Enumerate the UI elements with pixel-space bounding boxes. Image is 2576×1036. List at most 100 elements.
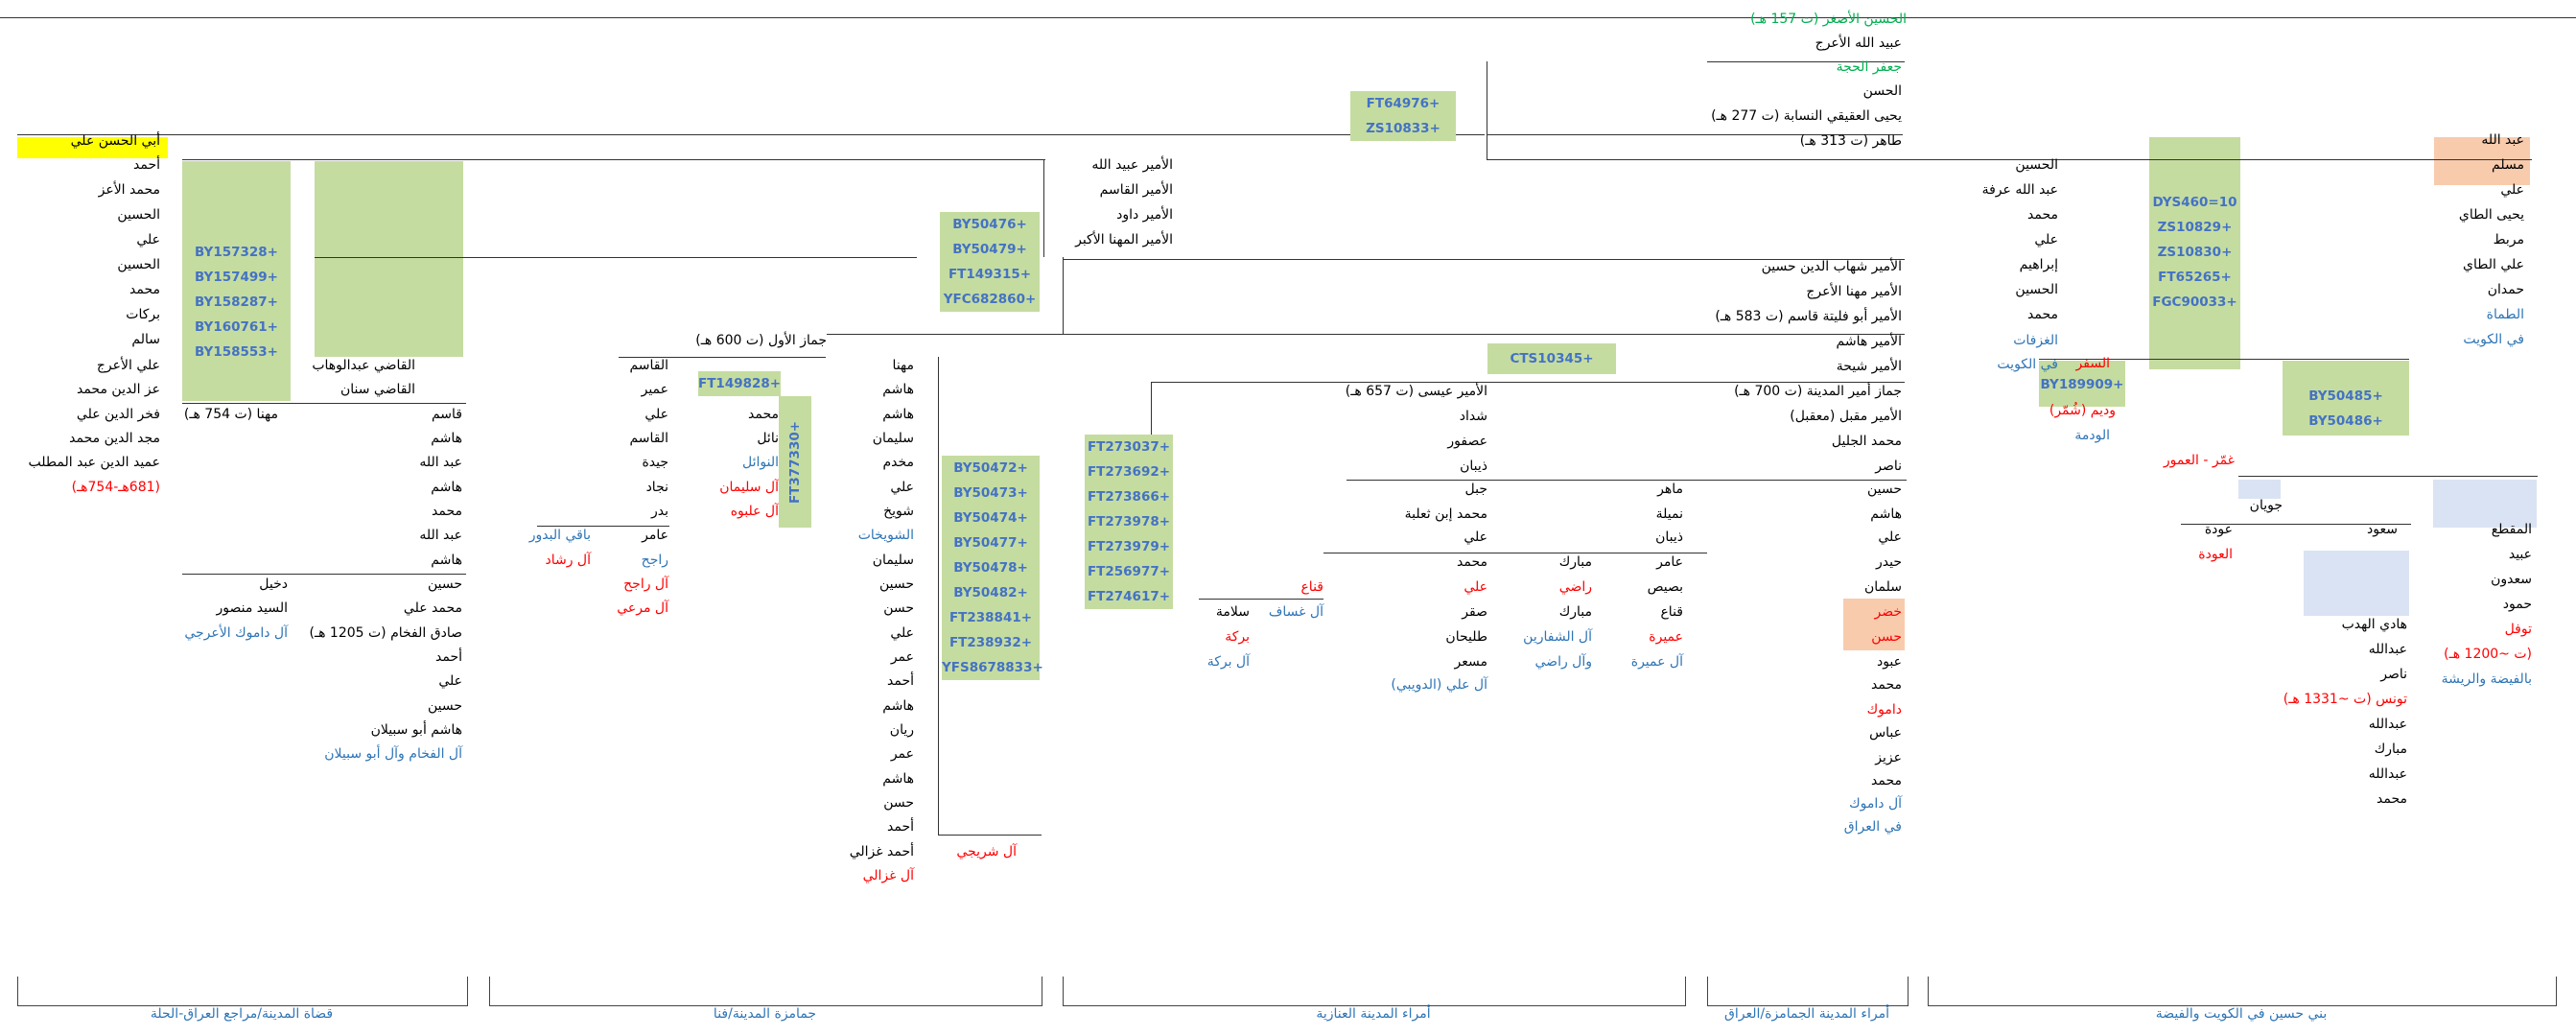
- haplogroup-marker: BY158287+: [195, 294, 278, 310]
- section-label: أمراء المدينة العنازية: [1316, 1006, 1431, 1022]
- section-label: قضاة المدينة/مراجع العراق-الحلة: [150, 1006, 334, 1022]
- haplogroup-marker: BY160761+: [195, 319, 278, 335]
- person-label: قناع: [1300, 579, 1323, 595]
- person-label: هاشم: [1870, 506, 1902, 522]
- section-bracket: [17, 977, 468, 1006]
- person-label: حسن: [1871, 629, 1902, 645]
- person-label: شويخ: [883, 504, 914, 519]
- person-label: النوائل: [741, 455, 779, 470]
- person-label: مخدم: [882, 455, 914, 470]
- person-label: عبد الله عرفة: [1981, 182, 2058, 198]
- line: [2181, 524, 2411, 525]
- person-label: جيدة: [642, 455, 668, 470]
- person-label: هاشم أبو سبيلان: [370, 722, 462, 738]
- line: [17, 134, 1485, 135]
- line: [1199, 599, 1323, 600]
- person-label: محمد: [2027, 307, 2058, 322]
- person-label: سعود: [2367, 522, 2398, 537]
- haplogroup-marker-box: FT274617+: [1085, 584, 1173, 609]
- person-label: عبد الله: [419, 455, 462, 470]
- person-label: علي: [136, 232, 160, 247]
- section-bracket: [489, 977, 1042, 1006]
- haplogroup-marker-box: FT64976+: [1350, 91, 1456, 116]
- haplogroup-marker-box: FT65265+: [2149, 265, 2240, 290]
- orange-highlight-khidr: [1843, 599, 1905, 650]
- person-label: قناع: [1660, 604, 1683, 620]
- person-label: محمد: [2027, 207, 2058, 223]
- haplogroup-marker-box: FGC90033+: [2149, 290, 2240, 315]
- person-label: حسين: [878, 577, 914, 592]
- haplogroup-marker-box: YFC682860+: [940, 287, 1040, 312]
- haplogroup-marker-box: FT149315+: [940, 262, 1040, 287]
- person-label: عميرة: [1649, 629, 1683, 645]
- section-bracket: [1707, 977, 1909, 1006]
- haplogroup-marker-box: ZS10833+: [1350, 116, 1456, 141]
- haplogroup-marker-box: BY157499+: [182, 265, 291, 290]
- person-label: غمّر - العمور: [2163, 453, 2235, 468]
- person-label: شداد: [1459, 409, 1487, 424]
- person-label: محمد: [432, 504, 462, 519]
- person-label: سليمان: [872, 431, 914, 446]
- person-label: علي: [1464, 530, 1487, 545]
- person-label: آل عميرة: [1630, 654, 1683, 670]
- person-label: آل غزالي: [862, 868, 914, 883]
- yellow-highlight: [17, 137, 168, 158]
- person-label: عزيز: [1875, 750, 1902, 765]
- line: [182, 159, 1045, 160]
- haplogroup-marker: BY50474+: [953, 510, 1028, 526]
- person-label: عمير: [641, 382, 668, 397]
- person-label: قاسم: [431, 407, 462, 422]
- line: [619, 357, 826, 358]
- person-label: علي: [1464, 579, 1487, 595]
- haplogroup-marker: BY50478+: [953, 560, 1028, 576]
- person-label: صقر: [1462, 604, 1487, 620]
- person-label: هاشم: [882, 382, 914, 397]
- haplogroup-marker-box: BY158553+: [182, 340, 291, 365]
- person-label: الحسين: [2015, 282, 2058, 297]
- person-label: علي: [644, 407, 668, 422]
- person-label: هاشم: [882, 771, 914, 787]
- person-label: عبد الله: [419, 528, 462, 543]
- person-label: حسين: [1866, 482, 1902, 497]
- person-label: الحسن: [1862, 83, 1902, 99]
- person-label: حمدان: [2487, 282, 2524, 297]
- person-label: مهنا: [892, 358, 914, 373]
- haplogroup-marker-box: FT273866+: [1085, 484, 1173, 509]
- person-label: في الكويت: [2463, 332, 2524, 347]
- person-label: بصيص: [1647, 579, 1683, 595]
- person-label: حسن: [883, 795, 914, 811]
- haplogroup-marker: BY158553+: [195, 344, 278, 360]
- person-label: هاشم: [882, 698, 914, 714]
- person-label: آل بركة: [1206, 654, 1250, 670]
- person-label: القاضي عبدالوهاب: [312, 358, 415, 373]
- haplogroup-marker-box: BY157328+: [182, 240, 291, 265]
- person-label: عز الدين محمد: [76, 382, 160, 397]
- person-label: ذيبان: [1655, 530, 1683, 545]
- person-label: يحيى الطاي: [2458, 207, 2524, 223]
- haplogroup-marker-box: YFS8678833+: [942, 655, 1043, 680]
- haplogroup-marker-box: FT149828+: [698, 371, 781, 396]
- person-label: تونس (ت ~1331 هـ): [2283, 692, 2407, 707]
- person-label: يحيى العقيقي النسابة (ت 277 هـ): [1711, 108, 1902, 124]
- haplogroup-marker-box: BY50477+: [942, 530, 1040, 555]
- line: [938, 357, 939, 835]
- haplogroup-marker: FGC90033+: [2152, 294, 2237, 310]
- person-label: علي: [2034, 232, 2058, 247]
- section-label: جمامزة المدينة/فنا: [713, 1006, 817, 1022]
- person-label: القاضي سنان: [340, 382, 415, 397]
- person-label: نجاد: [645, 480, 668, 495]
- haplogroup-marker-box: BY50486+: [2283, 409, 2409, 434]
- haplogroup-marker: DYS460=10: [2152, 195, 2237, 210]
- line: [1063, 259, 1905, 260]
- person-label: الأمير عيسى (ت 657 هـ): [1345, 384, 1487, 399]
- person-label: (ت ~1200 هـ): [2444, 647, 2532, 662]
- person-label: مبارك: [1558, 554, 1592, 570]
- person-label: عبيد الله الأعرج: [1815, 35, 1902, 51]
- person-label: عمر: [890, 649, 914, 665]
- person-label: آل الفخام وآل أبو سبيلان: [324, 746, 462, 762]
- person-label: عمر: [890, 746, 914, 762]
- haplogroup-marker: CTS10345+: [1510, 351, 1594, 366]
- person-label: فخر الدين علي: [76, 407, 160, 422]
- person-label: الأمير أبو فليتة قاسم (ت 583 هـ): [1715, 309, 1902, 324]
- person-label: مهنا (ت 754 هـ): [183, 407, 278, 422]
